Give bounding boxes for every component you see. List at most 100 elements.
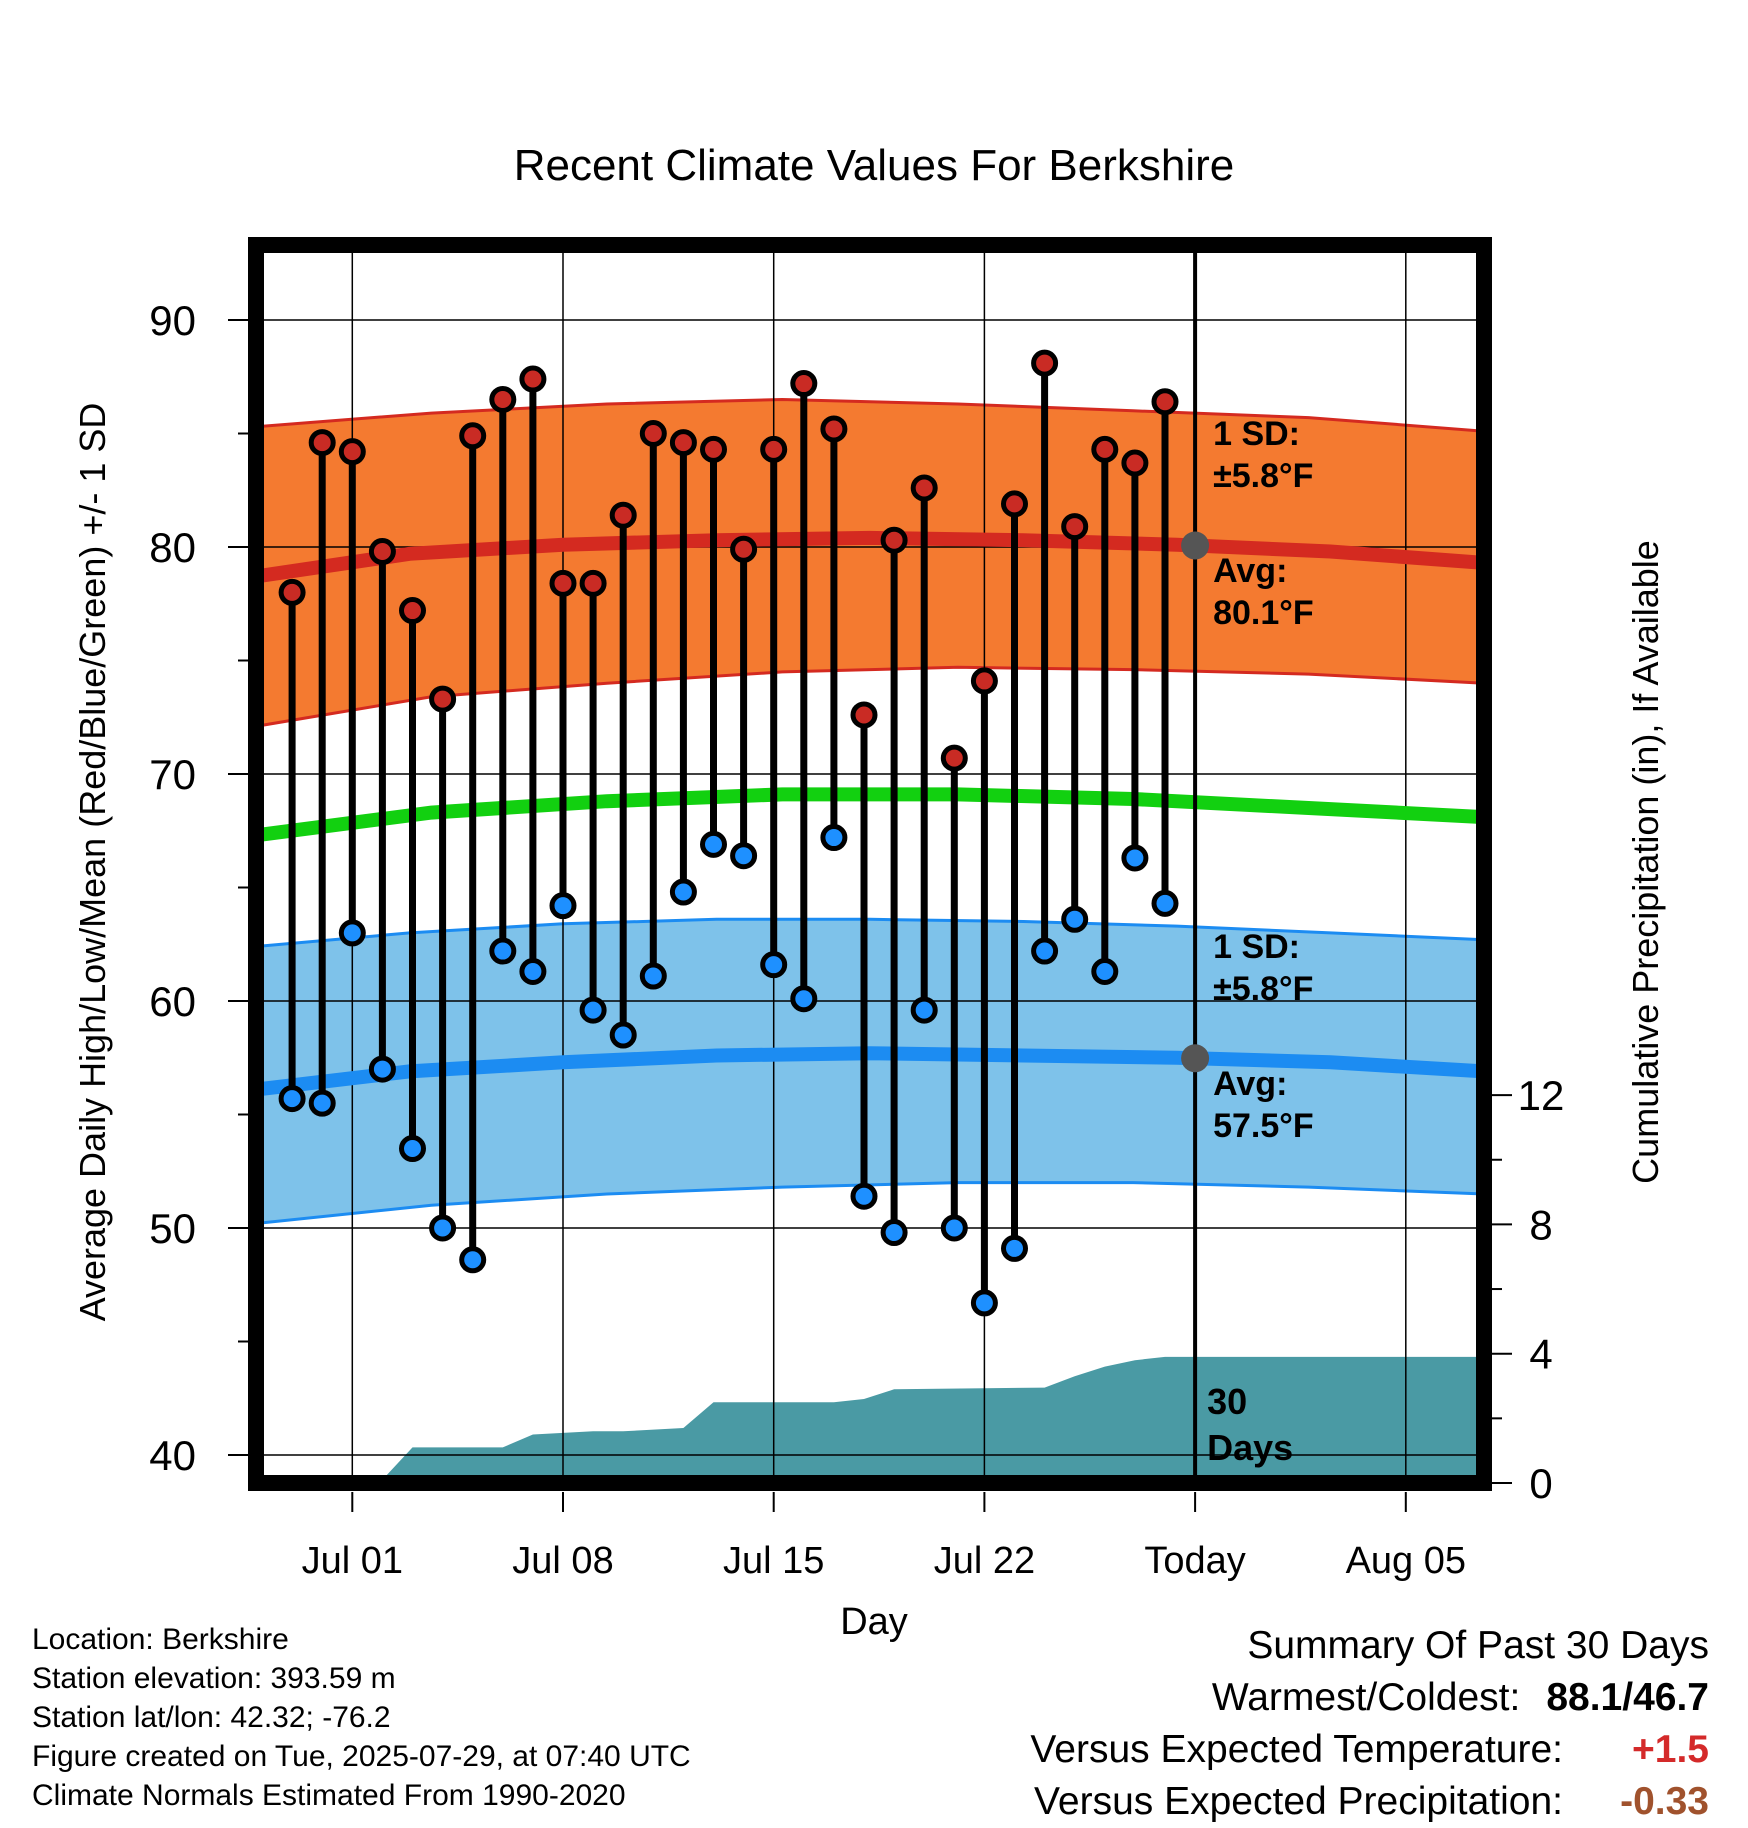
- daily-high-marker: [1151, 388, 1179, 416]
- daily-low-marker: [519, 957, 547, 985]
- y2-tick-label: 8: [1529, 1201, 1552, 1248]
- daily-low-marker: [790, 985, 818, 1013]
- daily-low-marker: [1151, 889, 1179, 917]
- warm-cold-label: Warmest/Coldest:: [1211, 1676, 1521, 1719]
- plot-area: 1 SD: ±5.8°F Avg: 80.1°F 1 SD: ±5.8°F Avg: 57.5…: [149, 237, 1565, 1582]
- daily-high-marker: [338, 438, 366, 466]
- daily-high-marker: [579, 569, 607, 597]
- daily-high-marker: [278, 578, 306, 606]
- today-high-normal-marker: [1181, 531, 1210, 560]
- latlon-text: Station lat/lon: 42.32; -76.2: [32, 1701, 391, 1734]
- precip-anomaly-value: -0.33: [1620, 1780, 1709, 1823]
- y-tick-label: 70: [149, 751, 196, 798]
- daily-high-marker: [790, 370, 818, 398]
- daily-low-marker: [549, 892, 577, 920]
- low-sd-annotation: 1 SD:: [1213, 928, 1300, 966]
- daily-high-marker: [730, 535, 758, 563]
- daily-low-marker: [1121, 844, 1149, 872]
- daily-low-marker: [368, 1055, 396, 1083]
- daily-low-marker: [700, 830, 727, 858]
- daily-high-marker: [549, 569, 577, 597]
- daily-low-marker: [429, 1214, 457, 1242]
- y2-tick-label: 0: [1529, 1460, 1552, 1507]
- normals-text: Climate Normals Estimated From 1990-2020: [32, 1779, 626, 1812]
- x-tick-label: Jul 08: [512, 1540, 613, 1582]
- daily-high-marker: [459, 422, 487, 450]
- daily-high-marker: [519, 365, 547, 393]
- x-axis-label: Day: [840, 1601, 908, 1643]
- daily-high-marker: [880, 526, 908, 554]
- daily-high-marker: [1031, 349, 1059, 377]
- daily-high-marker: [970, 667, 998, 695]
- temp-anomaly-label: Versus Expected Temperature:: [1030, 1728, 1563, 1771]
- low-avg-annotation: 57.5°F: [1213, 1107, 1314, 1145]
- created-text: Figure created on Tue, 2025-07-29, at 07…: [32, 1740, 691, 1773]
- daily-low-marker: [760, 951, 788, 979]
- high-avg-annotation: 80.1°F: [1213, 594, 1314, 632]
- elevation-text: Station elevation: 393.59 m: [32, 1662, 396, 1695]
- high-sd-annotation: ±5.8°F: [1213, 457, 1313, 495]
- daily-high-marker: [940, 744, 968, 772]
- daily-high-marker: [308, 429, 336, 457]
- today-low-normal-marker: [1181, 1044, 1210, 1073]
- daily-low-marker: [1001, 1234, 1028, 1262]
- mean-normal-line: [256, 787, 1484, 843]
- temp-anomaly-row: Versus Expected Temperature: +1.5: [1030, 1724, 1709, 1776]
- low-avg-annotation: Avg:: [1213, 1065, 1287, 1103]
- daily-high-marker: [1061, 513, 1089, 541]
- plot-inner: 1 SD: ±5.8°F Avg: 80.1°F 1 SD: ±5.8°F Avg: 57.5…: [256, 245, 1484, 1483]
- x-tick-label: Today: [1144, 1540, 1245, 1582]
- plot-frame: [248, 237, 1492, 1491]
- low-normal-line: [256, 1046, 1484, 1097]
- daily-low-marker: [489, 937, 517, 965]
- daily-high-marker: [820, 415, 848, 443]
- y-tick-label: 60: [149, 978, 196, 1025]
- daily-low-marker: [308, 1089, 336, 1117]
- daily-high-marker: [760, 435, 788, 463]
- x-tick-label: Jul 22: [934, 1540, 1035, 1582]
- y2-axis-label: Cumulative Precipitation (in), If Availa…: [1625, 540, 1666, 1184]
- daily-low-marker: [278, 1085, 306, 1113]
- y-tick-label: 80: [149, 524, 196, 571]
- daily-low-marker: [338, 919, 366, 947]
- location-text: Location: Berkshire: [32, 1623, 289, 1656]
- daily-low-marker: [579, 996, 607, 1024]
- daily-low-marker: [910, 996, 938, 1024]
- summary-panel: Summary Of Past 30 Days Warmest/Coldest:…: [1030, 1620, 1709, 1828]
- x-tick-label: Jul 15: [723, 1540, 824, 1582]
- precip-anomaly-label: Versus Expected Precipitation:: [1034, 1780, 1563, 1823]
- y-tick-label: 40: [149, 1432, 196, 1479]
- daily-high-marker: [609, 501, 637, 529]
- period-label: Days: [1207, 1427, 1293, 1468]
- daily-high-marker: [1121, 449, 1149, 477]
- daily-high-marker: [489, 385, 517, 413]
- warm-cold-value: 88.1/46.7: [1546, 1676, 1709, 1719]
- daily-high-marker: [910, 474, 938, 502]
- daily-high-marker: [399, 597, 426, 625]
- daily-high-marker: [700, 435, 727, 463]
- daily-low-marker: [399, 1135, 426, 1163]
- daily-low-marker: [970, 1289, 998, 1317]
- temp-anomaly-value: +1.5: [1632, 1728, 1709, 1771]
- high-sd-annotation: 1 SD:: [1213, 415, 1300, 453]
- y-tick-label: 50: [149, 1205, 196, 1252]
- daily-low-marker: [669, 878, 697, 906]
- x-tick-label: Jul 01: [302, 1540, 403, 1582]
- daily-high-marker: [850, 701, 878, 729]
- daily-low-marker: [820, 824, 848, 852]
- precip-area: [256, 1356, 1484, 1483]
- chart-title: Recent Climate Values For Berkshire: [514, 141, 1235, 190]
- summary-title: Summary Of Past 30 Days: [1247, 1624, 1709, 1667]
- daily-high-marker: [429, 685, 457, 713]
- period-label: 30: [1207, 1381, 1247, 1422]
- daily-low-marker: [639, 962, 667, 990]
- daily-low-marker: [1031, 937, 1059, 965]
- daily-low-marker: [1061, 905, 1089, 933]
- daily-high-marker: [368, 538, 396, 566]
- daily-low-marker: [609, 1021, 637, 1049]
- daily-low-marker: [940, 1214, 968, 1242]
- y2-tick-label: 12: [1518, 1072, 1565, 1119]
- y-tick-label: 90: [149, 297, 196, 344]
- warm-cold-row: Warmest/Coldest: 88.1/46.7: [1030, 1672, 1709, 1724]
- daily-high-marker: [669, 429, 697, 457]
